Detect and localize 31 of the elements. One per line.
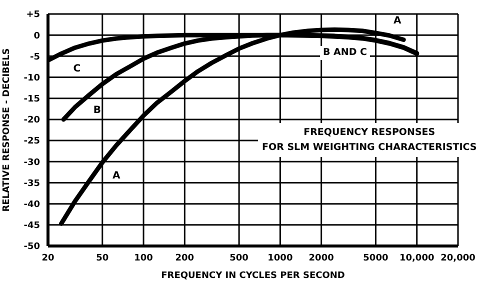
y-tick-label: -30 xyxy=(24,158,40,168)
y-tick-label: -10 xyxy=(24,73,40,84)
y-tick-label: +5 xyxy=(26,10,40,20)
series-label: C xyxy=(73,64,81,75)
y-tick-label: -40 xyxy=(24,200,40,210)
x-tick-label: 500 xyxy=(230,253,248,264)
text: FOR SLM WEIGHTING CHARACTERISTICS xyxy=(262,141,477,155)
y-tick-label: 0 xyxy=(34,31,40,42)
x-tick-label: 20 xyxy=(42,253,54,264)
x-axis-title: FREQUENCY IN CYCLES PER SECOND xyxy=(161,271,345,281)
y-tick-label: -20 xyxy=(24,116,40,126)
annotation: B AND C xyxy=(320,46,370,60)
series-label: A xyxy=(394,16,402,27)
y-tick-label: -45 xyxy=(24,221,40,232)
x-tick-label: 5000 xyxy=(363,253,388,264)
x-tick-label: 20,000 xyxy=(440,253,476,264)
y-axis-title: RELATIVE RESPONSE - DECIBELS xyxy=(2,48,12,212)
series-label: B xyxy=(93,104,101,116)
text: A xyxy=(112,170,120,182)
x-tick-label: 200 xyxy=(175,253,194,264)
text: FREQUENCY RESPONSES xyxy=(302,126,436,140)
x-tick-label: 100 xyxy=(134,253,153,264)
y-tick-label: -25 xyxy=(24,136,40,147)
y-tick-label: -5 xyxy=(30,52,40,62)
x-tick-label: 50 xyxy=(96,253,109,264)
x-tick-label: 10,000 xyxy=(399,253,434,264)
y-tick-label: -50 xyxy=(24,242,40,252)
y-tick-label: -15 xyxy=(24,94,40,105)
x-tick-label: 1000 xyxy=(268,253,293,264)
x-tick-label: 2000 xyxy=(308,253,334,264)
y-tick-label: -35 xyxy=(24,178,40,189)
